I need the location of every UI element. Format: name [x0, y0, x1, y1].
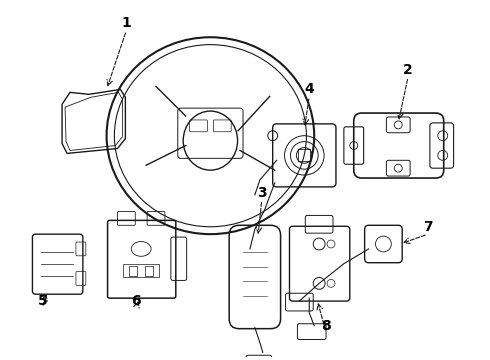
Text: 7: 7 — [423, 220, 433, 234]
Text: 1: 1 — [122, 16, 131, 30]
Text: 2: 2 — [403, 63, 413, 77]
Text: 3: 3 — [257, 186, 267, 200]
Text: 4: 4 — [304, 82, 314, 96]
Text: 6: 6 — [131, 294, 141, 308]
Text: 5: 5 — [37, 294, 47, 308]
Text: 8: 8 — [321, 319, 331, 333]
